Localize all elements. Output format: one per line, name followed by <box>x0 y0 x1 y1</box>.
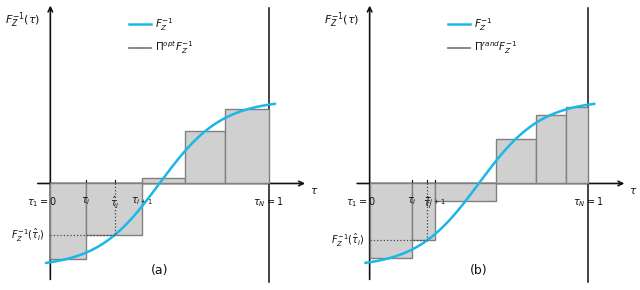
Bar <box>86 184 142 235</box>
Text: $F_Z^{-1}(\tau)$: $F_Z^{-1}(\tau)$ <box>324 10 360 30</box>
Bar <box>51 184 86 259</box>
Text: $\hat{\tau}_i$: $\hat{\tau}_i$ <box>110 195 120 211</box>
Text: $F_Z^{-1}(\tau)$: $F_Z^{-1}(\tau)$ <box>5 10 40 30</box>
Text: $\tau$: $\tau$ <box>310 186 318 196</box>
Text: $\tau_N=1$: $\tau_N=1$ <box>253 195 284 209</box>
Text: $\Pi^{opt}F_Z^{-1}$: $\Pi^{opt}F_Z^{-1}$ <box>155 39 194 56</box>
Text: $\tau_N=1$: $\tau_N=1$ <box>573 195 603 209</box>
Bar <box>370 184 412 258</box>
Text: $\tau$: $\tau$ <box>629 186 637 196</box>
Text: $\tau_{i+1}$: $\tau_{i+1}$ <box>131 195 153 207</box>
Text: $F_Z^{-1}$: $F_Z^{-1}$ <box>474 16 493 33</box>
Text: $F_Z^{-1}(\hat{\tau}_i)$: $F_Z^{-1}(\hat{\tau}_i)$ <box>330 231 364 249</box>
Bar <box>142 178 184 184</box>
Bar <box>566 107 588 184</box>
Text: $\tau_{i+1}$: $\tau_{i+1}$ <box>424 195 446 207</box>
Text: $\tau_i$: $\tau_i$ <box>407 195 417 207</box>
Bar <box>496 139 536 184</box>
Bar <box>225 109 269 184</box>
Text: $F_Z^{-1}(\hat{\tau}_i)$: $F_Z^{-1}(\hat{\tau}_i)$ <box>12 226 45 244</box>
Text: $\tau_i$: $\tau_i$ <box>81 195 92 207</box>
Text: (a): (a) <box>150 264 168 277</box>
Text: (b): (b) <box>470 264 488 277</box>
Text: $F_Z^{-1}$: $F_Z^{-1}$ <box>155 16 174 33</box>
Bar <box>435 184 496 201</box>
Bar <box>184 131 225 184</box>
Bar <box>412 184 435 240</box>
Bar <box>536 115 566 184</box>
Text: $\tau_1=0$: $\tau_1=0$ <box>27 195 56 209</box>
Text: $\tau_1=0$: $\tau_1=0$ <box>346 195 376 209</box>
Text: $\hat{\tau}_i$: $\hat{\tau}_i$ <box>422 195 433 211</box>
Text: $\Pi^{rand}F_Z^{-1}$: $\Pi^{rand}F_Z^{-1}$ <box>474 39 518 56</box>
